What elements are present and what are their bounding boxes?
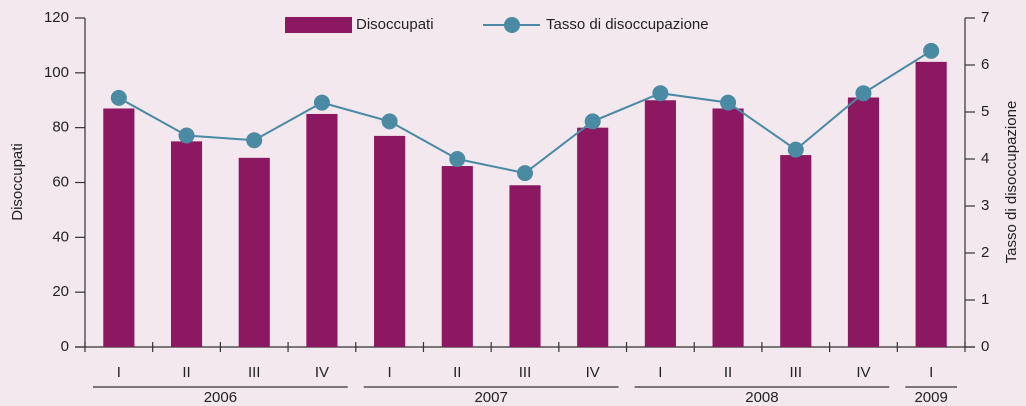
bar — [847, 97, 880, 347]
group-label: 2006 — [204, 389, 237, 406]
group-label: 2008 — [745, 389, 778, 406]
marker — [449, 151, 466, 167]
x-tick-label: III — [248, 364, 261, 381]
x-tick-label: IV — [586, 364, 600, 381]
x-tick-label: I — [929, 364, 933, 381]
bar — [915, 61, 947, 347]
y2-axis-title: Tasso di disoccupazione — [1003, 101, 1020, 264]
bar — [170, 141, 203, 347]
y2-tick-label: 0 — [981, 338, 989, 355]
bar — [509, 185, 541, 347]
y-tick-label: 60 — [52, 173, 69, 190]
bar — [577, 127, 609, 348]
y2-tick-label: 2 — [981, 244, 989, 261]
x-tick-label: III — [790, 364, 803, 381]
y-tick-label: 100 — [44, 64, 69, 81]
marker — [246, 132, 263, 149]
y2-tick-label: 3 — [981, 197, 989, 214]
x-tick-label: II — [182, 364, 190, 381]
marker — [923, 42, 940, 59]
y2-tick-label: 1 — [981, 291, 989, 308]
bar — [103, 108, 135, 347]
marker — [381, 113, 398, 130]
y-tick-label: 40 — [52, 228, 69, 245]
marker — [652, 85, 669, 102]
y-tick-label: 0 — [61, 338, 69, 355]
x-tick-label: III — [519, 364, 532, 381]
x-tick-label: II — [724, 364, 732, 381]
y2-tick-label: 5 — [981, 103, 989, 120]
bar — [712, 108, 744, 347]
x-tick-label: I — [117, 364, 121, 381]
x-tick-label: I — [388, 364, 392, 381]
marker — [787, 141, 804, 158]
marker — [313, 94, 330, 111]
x-tick-label: IV — [856, 364, 870, 381]
legend-label: Tasso di disoccupazione — [546, 16, 709, 33]
group-label: 2009 — [914, 389, 947, 406]
y-axis-title: Disoccupati — [9, 143, 26, 221]
y2-tick-label: 7 — [981, 9, 989, 26]
marker — [110, 89, 127, 106]
marker — [584, 113, 601, 130]
marker — [720, 94, 737, 111]
y-tick-label: 80 — [52, 119, 69, 136]
marker — [517, 165, 533, 182]
bar — [306, 113, 338, 347]
x-tick-label: II — [453, 364, 461, 381]
group-label: 2007 — [474, 389, 507, 406]
x-tick-label: IV — [315, 364, 329, 381]
bar — [238, 157, 270, 347]
legend-marker — [504, 17, 520, 33]
bar — [374, 135, 406, 347]
marker — [178, 127, 195, 144]
bar — [780, 155, 812, 347]
x-tick-label: I — [658, 364, 662, 381]
y2-tick-label: 4 — [981, 150, 989, 167]
bar — [441, 166, 473, 347]
bar — [644, 100, 676, 347]
legend-swatch — [285, 17, 352, 33]
y2-tick-label: 6 — [981, 56, 989, 73]
marker — [855, 85, 872, 102]
y-tick-label: 20 — [52, 283, 69, 300]
legend-label: Disoccupati — [356, 16, 434, 33]
y-tick-label: 120 — [44, 9, 69, 26]
